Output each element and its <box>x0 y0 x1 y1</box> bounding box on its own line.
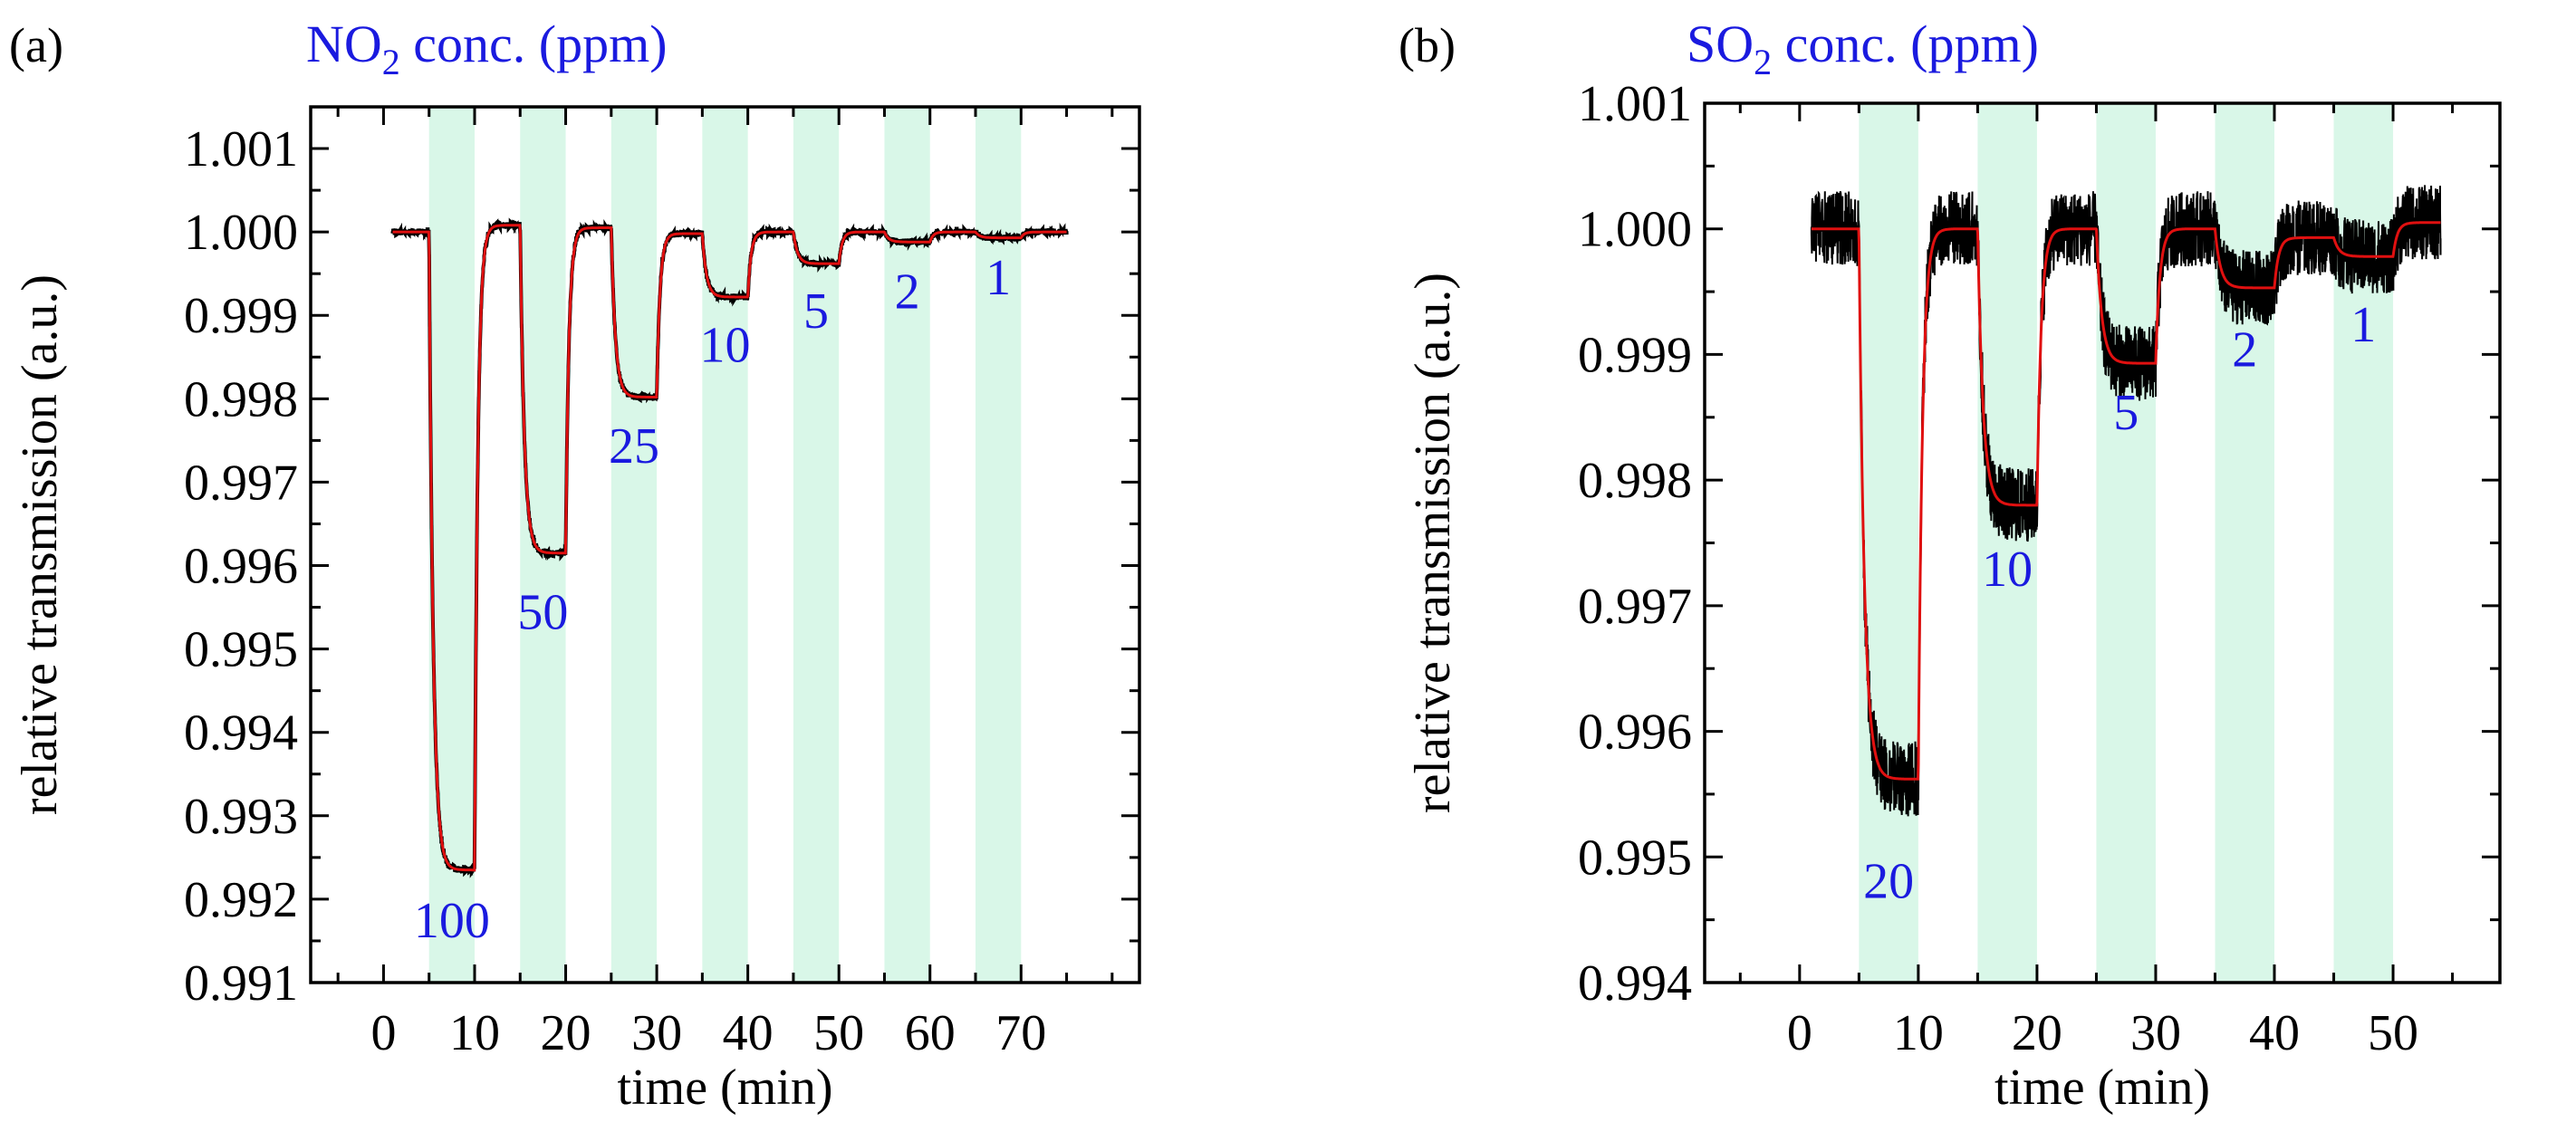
x-axis-label: time (min) <box>1994 1060 2210 1116</box>
y-tick-label: 0.993 <box>184 789 298 845</box>
x-tick-label: 20 <box>2012 1005 2062 1061</box>
x-tick-label: 0 <box>370 1005 396 1061</box>
y-tick-label: 1.000 <box>1578 202 1692 258</box>
plot-frame <box>309 105 1141 984</box>
concentration-label: 25 <box>609 418 659 475</box>
panel-a-no2: 0 10 20 30 40 50 60 70 0.991 0.992 0.993 0.994 0.995… <box>9 14 1141 1116</box>
smoothed-signal-line <box>1811 221 2441 781</box>
y-tick-label: 1.001 <box>1578 76 1692 132</box>
x-tick-label: 70 <box>995 1005 1046 1061</box>
gas-window-6 <box>884 107 930 983</box>
title-rest: conc. (ppm) <box>400 14 668 73</box>
panel-label: (a) <box>9 18 63 72</box>
y-tick-label: 1.000 <box>184 205 298 261</box>
y-tick-label: 0.992 <box>184 872 298 928</box>
y-tick-label: 0.996 <box>1578 705 1692 761</box>
panel-label: (b) <box>1399 18 1456 72</box>
title-subscript: 2 <box>382 42 400 82</box>
x-tick-label: 30 <box>631 1005 682 1061</box>
gas-window-2 <box>520 107 566 983</box>
gas-window-4 <box>2215 103 2275 983</box>
gas-window-2 <box>1977 103 2037 983</box>
title-gas: SO <box>1687 14 1754 73</box>
x-tick-label: 10 <box>449 1005 500 1061</box>
title-rest: conc. (ppm) <box>1772 14 2039 73</box>
concentration-label: 20 <box>1863 853 1914 909</box>
x-tick-label: 50 <box>2368 1005 2418 1061</box>
title-gas: NO <box>306 14 382 73</box>
y-tick-label: 0.996 <box>184 539 298 595</box>
smoothed-signal-line <box>392 224 1067 872</box>
y-tick-label: 0.998 <box>184 371 298 427</box>
panel-b-so2: 0 10 20 30 40 50 0.994 0.995 0.996 0.997 0.998 0.99… <box>1399 14 2502 1116</box>
concentration-title: NO2 conc. (ppm) <box>306 14 668 82</box>
gas-window-3 <box>610 107 658 983</box>
y-tick-label: 0.994 <box>184 705 298 762</box>
concentration-label: 5 <box>2113 385 2139 441</box>
concentration-label: 50 <box>517 584 568 640</box>
concentration-label: 5 <box>803 283 829 340</box>
x-tick-label: 40 <box>723 1005 774 1061</box>
gas-window-7 <box>976 107 1022 983</box>
x-tick-label: 40 <box>2249 1005 2300 1061</box>
concentration-label: 100 <box>414 893 490 949</box>
y-tick-label: 0.991 <box>184 955 298 1012</box>
x-tick-label: 60 <box>905 1005 956 1061</box>
gas-window-1 <box>1859 103 1918 983</box>
concentration-label: 10 <box>1982 542 2033 598</box>
y-tick-label: 1.001 <box>184 121 298 177</box>
gas-window-5 <box>793 107 840 983</box>
x-tick-label: 0 <box>1787 1005 1812 1061</box>
concentration-title: SO2 conc. (ppm) <box>1687 14 2039 82</box>
x-tick-label: 30 <box>2130 1005 2181 1061</box>
y-tick-label: 0.997 <box>1578 579 1692 635</box>
y-tick-label: 0.995 <box>1578 830 1692 886</box>
concentration-label: 2 <box>895 264 920 321</box>
x-tick-label: 50 <box>813 1005 864 1061</box>
x-axis-label: time (min) <box>618 1060 833 1116</box>
concentration-label: 10 <box>700 318 751 374</box>
y-tick-label: 0.999 <box>1578 327 1692 383</box>
y-tick-label: 0.998 <box>1578 453 1692 509</box>
x-tick-label: 10 <box>1893 1005 1944 1061</box>
concentration-label: 1 <box>985 250 1011 306</box>
concentration-label: 2 <box>2232 321 2257 378</box>
y-axis-label: relative transmission (a.u.) <box>12 274 68 815</box>
y-tick-label: 0.997 <box>184 455 298 511</box>
y-tick-label: 0.999 <box>184 288 298 344</box>
y-tick-label: 0.994 <box>1578 955 1692 1012</box>
gas-window-1 <box>428 107 475 983</box>
y-axis-label: relative transmission (a.u.) <box>1405 273 1461 813</box>
x-tick-label: 20 <box>541 1005 591 1061</box>
raw-signal-line <box>1810 185 2442 817</box>
concentration-label: 1 <box>2350 297 2376 353</box>
y-tick-label: 0.995 <box>184 622 298 678</box>
gas-window-4 <box>702 107 748 983</box>
title-subscript: 2 <box>1754 42 1772 82</box>
gas-window-3 <box>2096 103 2156 983</box>
